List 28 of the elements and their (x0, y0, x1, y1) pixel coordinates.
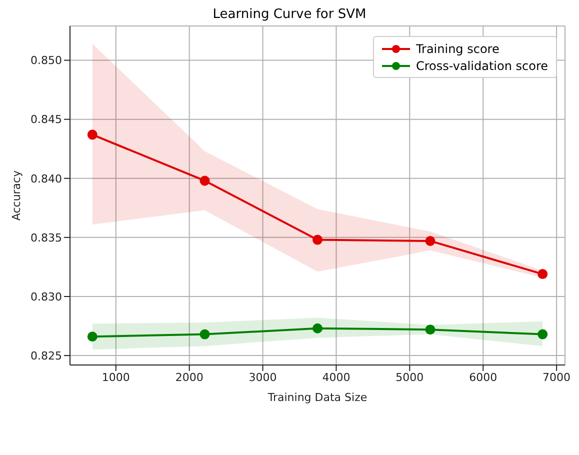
x-axis-title: Training Data Size (266, 391, 368, 404)
legend-label: Cross-validation score (416, 58, 548, 72)
point (200, 329, 210, 340)
point (87, 332, 98, 342)
y-tick-label: 0.840 (30, 172, 62, 186)
x-tick-label: 3000 (248, 370, 277, 384)
legend-label: Training score (416, 42, 500, 56)
x-tick-label: 1000 (102, 370, 130, 384)
point (425, 236, 436, 246)
x-tick-label: 2000 (175, 370, 204, 384)
x-tick-label: 7000 (542, 370, 571, 384)
y-axis-title: Accuracy (10, 170, 23, 221)
x-tick-label: 4000 (322, 370, 350, 384)
point (425, 324, 436, 335)
point (312, 323, 322, 334)
point (312, 234, 322, 245)
x-tick-label: 5000 (396, 370, 424, 384)
point (538, 269, 548, 280)
y-tick-label: 0.825 (30, 349, 62, 362)
y-tick-label: 0.835 (30, 231, 62, 244)
y-tick-label: 0.850 (30, 54, 62, 68)
point (200, 176, 210, 186)
y-tick-label: 0.830 (30, 290, 62, 304)
y-tick-label: 0.845 (30, 113, 62, 126)
point (538, 329, 548, 340)
chart-title: Learning Curve for SVM (212, 7, 368, 22)
x-tick-label: 6000 (469, 370, 498, 384)
point (87, 130, 98, 140)
